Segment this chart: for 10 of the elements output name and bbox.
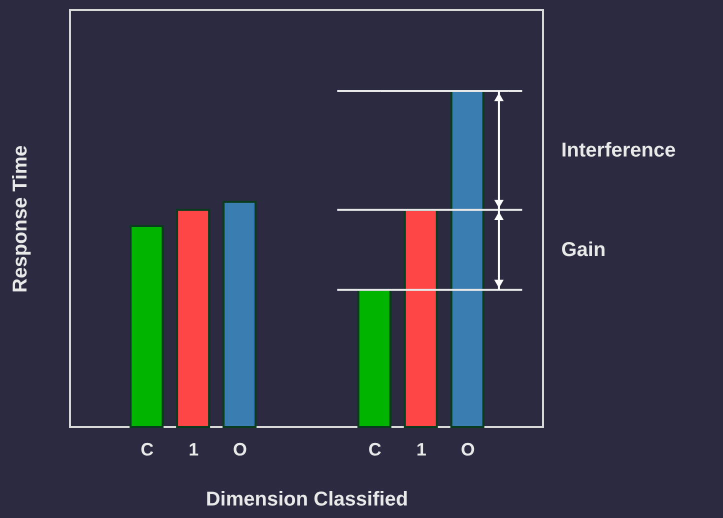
x-tick-label: O (233, 440, 248, 460)
y-axis-title: Response Time (10, 145, 32, 293)
x-tick-label: O (460, 440, 475, 460)
x-axis-title: Dimension Classified (206, 488, 408, 510)
x-tick-label: 1 (188, 440, 199, 460)
x-tick-label: C (140, 440, 154, 460)
x-tick-label: 1 (416, 440, 426, 460)
x-tick-label: C (368, 440, 382, 460)
text: Interference (561, 139, 676, 162)
text: Gain (561, 238, 606, 261)
